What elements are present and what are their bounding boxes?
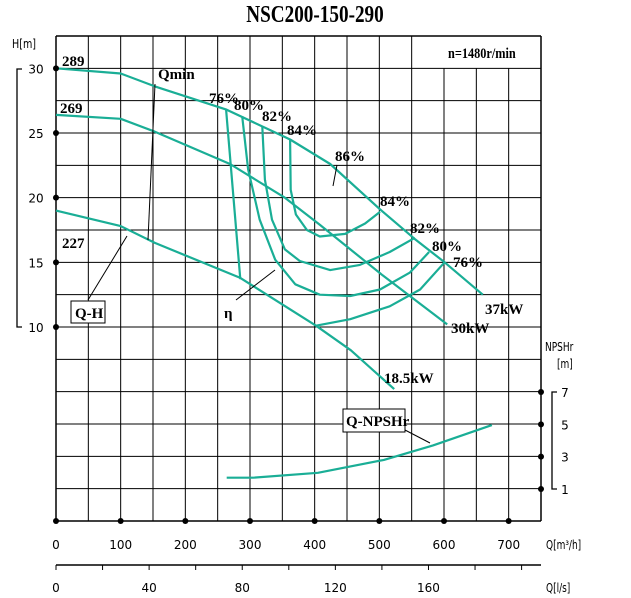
- y2-tick-label: 7: [561, 386, 569, 400]
- efficiency-curve-76: [225, 109, 242, 280]
- x-tick-dot: [441, 518, 447, 524]
- eff-label-76-right: 76%: [453, 255, 483, 271]
- y2-axis-label-2: [m]: [557, 358, 573, 372]
- qh-curve-269: [55, 113, 448, 326]
- eff-label-82-right: 82%: [410, 221, 440, 237]
- power-label-30kw: 30kW: [451, 321, 489, 337]
- qh-curve-289: [55, 67, 484, 296]
- y2-tick-dot: [538, 389, 544, 395]
- npsh-leader: [404, 429, 431, 444]
- x-tick-dot: [117, 518, 124, 524]
- efficiency-curve-82: [261, 126, 416, 272]
- npsh-label-box: [342, 408, 406, 433]
- y-tick-dot: [53, 130, 59, 136]
- y2-tick-dot: [538, 486, 544, 492]
- qh-label-269: 269: [60, 101, 83, 117]
- y2-tick-dot: [538, 453, 544, 460]
- qh-label: Q-H: [75, 306, 104, 322]
- x-tick-label: 200: [174, 538, 197, 552]
- x-tick-label: 600: [433, 538, 456, 552]
- y2-axis-label-1: NPSHr: [545, 341, 574, 355]
- y-tick-dot: [53, 65, 59, 72]
- y2-tick-dot: [538, 421, 544, 428]
- eff-label-76-left: 76%: [209, 91, 239, 107]
- x-tick-dot: [376, 518, 383, 524]
- y-tick-label: 20: [28, 192, 43, 206]
- qh-leader: [87, 235, 128, 301]
- x-axis-label: Q[m³/h]: [546, 539, 581, 553]
- x2-tick-label: 160: [417, 581, 440, 595]
- eta-leader: [235, 269, 276, 301]
- y2-tick-label: 1: [561, 483, 569, 497]
- y-tick-dot: [53, 194, 59, 201]
- npsh-label: Q-NPSHr: [346, 414, 410, 430]
- eff-label-84-left: 84%: [287, 123, 317, 139]
- qh-label-227: 227: [62, 236, 85, 252]
- efficiency-curve-80: [241, 116, 430, 298]
- axes: 10 15 20 25 30 1 3 5 7 0 100 200 300 400 500 600 700 0 40 8…: [16, 62, 569, 595]
- x-tick-dot: [505, 518, 512, 524]
- eff-label-80-right: 80%: [432, 239, 462, 255]
- x2-axis-label: Q[l/s]: [546, 582, 570, 596]
- curves: [55, 67, 493, 479]
- x2-tick-label: 120: [324, 581, 347, 595]
- efficiency-curve-76: [315, 261, 446, 327]
- speed-label: n=1480r/min: [448, 45, 516, 61]
- power-label-37kw: 37kW: [485, 302, 523, 318]
- y-tick-label: 15: [28, 256, 43, 270]
- x-tick-label: 300: [239, 538, 262, 552]
- x2-tick-label: 80: [235, 581, 250, 595]
- qh-label-box: [70, 300, 106, 324]
- y2-tick-label: 3: [561, 451, 569, 465]
- x-tick-label: 0: [52, 538, 60, 552]
- qmin-label: Qmin: [158, 67, 195, 83]
- x-tick-label: 700: [497, 538, 520, 552]
- chart-title: NSC200-150-290: [246, 1, 384, 28]
- qh-label-289: 289: [62, 54, 85, 70]
- x-tick-label: 100: [109, 538, 132, 552]
- qmin-leader: [147, 83, 156, 241]
- y-tick-label: 10: [28, 321, 43, 335]
- eff-label-86: 86%: [335, 149, 365, 165]
- x-tick-label: 400: [303, 538, 326, 552]
- eff-label-82-left: 82%: [262, 109, 292, 125]
- x2-tick-label: 0: [52, 581, 60, 595]
- x-tick-dot: [53, 518, 59, 524]
- npsh-curve: [226, 424, 493, 479]
- x2-tick-label: 40: [141, 581, 156, 595]
- y-tick-label: 25: [28, 127, 43, 141]
- power-label-18-5kw: 18.5kW: [384, 371, 434, 387]
- eff-86-leader: [332, 164, 338, 187]
- x-tick-dot: [311, 518, 318, 524]
- grid: [55, 35, 542, 522]
- y-tick-dot: [53, 259, 59, 266]
- x-tick-dot: [247, 518, 253, 524]
- qh-curve-227: [55, 209, 395, 390]
- y2-axis-bracket: [551, 391, 557, 490]
- y2-tick-label: 5: [561, 418, 569, 432]
- eff-label-84-right: 84%: [380, 194, 410, 210]
- x-tick-dot: [182, 518, 189, 524]
- x-tick-label: 500: [368, 538, 391, 552]
- efficiency-curve-84: [289, 139, 381, 238]
- y-tick-label: 30: [28, 62, 43, 76]
- eta-label: η: [224, 306, 233, 322]
- y-tick-dot: [53, 324, 59, 330]
- eff-label-80-left: 80%: [234, 98, 264, 114]
- y-axis-label: H[m]: [12, 37, 36, 51]
- y-axis-bracket: [16, 68, 22, 328]
